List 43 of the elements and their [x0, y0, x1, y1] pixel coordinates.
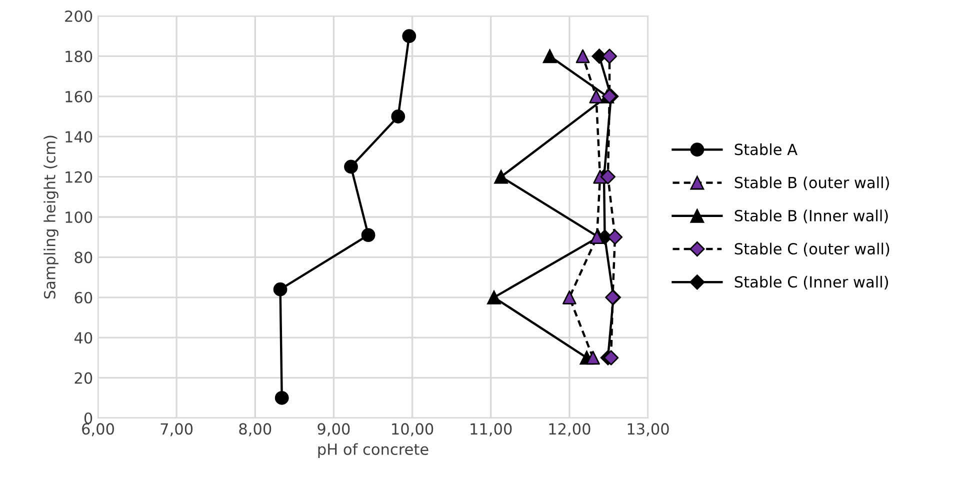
point	[562, 290, 576, 304]
point	[602, 48, 618, 64]
x-tick-label: 10,00	[392, 423, 434, 436]
x-tick-label: 12,00	[549, 423, 590, 436]
point	[586, 350, 600, 365]
legend-label: Stable B (Inner wall)	[734, 210, 888, 224]
y-tick-label: 0	[84, 412, 92, 424]
point	[273, 282, 288, 296]
y-tick-label: 80	[74, 252, 92, 264]
point	[607, 230, 623, 245]
point	[600, 169, 616, 184]
x-tick-label: 13,00	[628, 423, 669, 436]
point	[589, 89, 604, 104]
point	[274, 390, 289, 405]
point	[361, 228, 376, 242]
legend-label: Stable A	[734, 143, 798, 156]
x-tick-label: 11,00	[470, 423, 512, 436]
point	[487, 290, 501, 304]
x-tick-label: 6,00	[82, 423, 114, 436]
point	[344, 160, 358, 174]
legend-label: Stable C (outer wall)	[734, 242, 890, 256]
y-tick-label: 100	[66, 211, 92, 224]
y-tick-label: 60	[74, 292, 92, 304]
point	[494, 170, 508, 184]
y-axis-title: Sampling height (cm)	[44, 136, 58, 299]
y-tick-label: 180	[66, 50, 92, 62]
point	[542, 49, 557, 64]
x-tick-label: 7,00	[160, 423, 193, 436]
y-tick-label: 200	[65, 10, 92, 22]
y-tick-label: 140	[66, 131, 92, 143]
point	[604, 350, 619, 366]
x-tick-label: 8,00	[239, 423, 272, 436]
x-axis-title: pH of concrete	[318, 443, 428, 458]
x-tick-label: 9,00	[318, 423, 350, 436]
legend-label: Stable B (outer wall)	[734, 176, 889, 190]
y-tick-label: 160	[66, 90, 92, 102]
y-tick-label: 20	[74, 372, 92, 384]
y-tick-label: 40	[74, 332, 92, 344]
legend-label: Stable C (Inner wall)	[734, 276, 888, 290]
y-tick-label: 120	[66, 171, 92, 183]
point	[402, 29, 416, 44]
point	[391, 110, 406, 124]
point	[576, 49, 590, 64]
